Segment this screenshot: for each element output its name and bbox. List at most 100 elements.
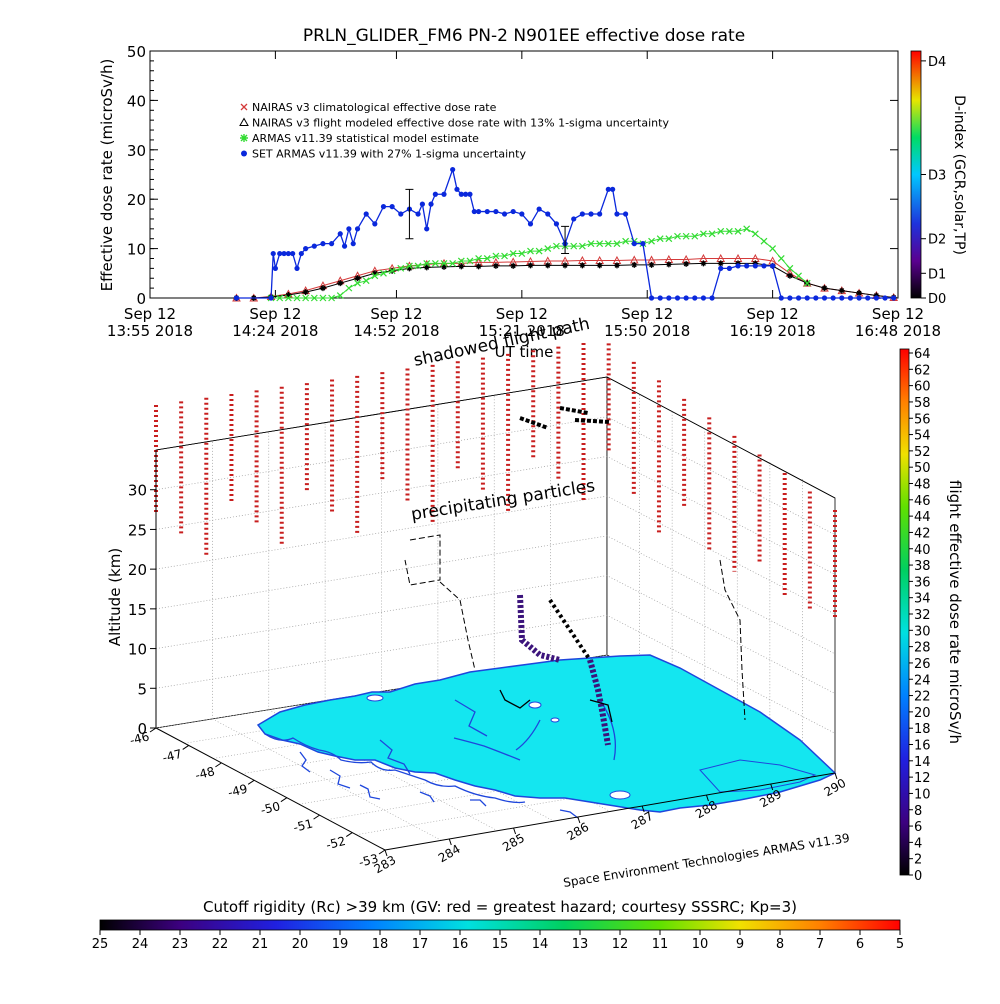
data-point	[475, 255, 483, 262]
d-index-label: D-index (GCR,solar,TP)	[951, 95, 967, 255]
data-point	[362, 277, 370, 285]
z-tick-label: 15	[128, 601, 147, 619]
data-point	[648, 295, 655, 301]
data-point	[527, 221, 534, 227]
lat-tick-label: -48	[194, 764, 216, 782]
data-point	[726, 265, 732, 271]
data-point	[700, 230, 707, 238]
series-0	[233, 166, 897, 301]
data-point	[787, 295, 793, 301]
data-point	[623, 211, 629, 217]
data-point	[562, 262, 569, 269]
data-point	[657, 295, 663, 301]
dose-tick-label: 12	[914, 771, 931, 786]
data-point	[423, 259, 431, 267]
data-point	[319, 285, 326, 292]
lon-tick	[384, 849, 388, 857]
data-point	[501, 211, 508, 217]
dose-tick-label: 46	[914, 494, 931, 509]
dose-tick-label: 38	[914, 559, 931, 574]
data-point	[397, 264, 405, 272]
data-point	[882, 295, 888, 301]
data-point	[414, 262, 422, 270]
z-tick-label: 25	[128, 521, 147, 539]
data-point	[440, 259, 448, 267]
dose-tick-label: 60	[914, 380, 931, 395]
data-point	[786, 264, 794, 272]
data-point	[475, 263, 482, 270]
data-point	[463, 191, 469, 197]
cutoff-tick-label: 12	[612, 937, 629, 952]
data-point	[294, 265, 300, 271]
dose-tick-label: 62	[914, 363, 931, 378]
data-point	[610, 186, 616, 192]
data-point	[372, 221, 378, 227]
data-point	[476, 208, 482, 215]
data-point	[571, 216, 577, 222]
legend-entry: ARMAS v11.39 statistical model estimate	[240, 132, 479, 145]
d-index-tick-label: D2	[928, 233, 946, 248]
flight-track-top	[519, 406, 611, 430]
data-point	[328, 241, 335, 247]
data-point	[341, 243, 348, 249]
coastline-islands	[299, 751, 579, 819]
data-point	[613, 262, 620, 269]
data-point	[544, 262, 551, 269]
x-tick-label-date: Sep 12	[124, 305, 176, 323]
lon-axis-line	[384, 772, 836, 851]
data-point	[501, 252, 508, 260]
altitude-gridline	[155, 654, 836, 774]
data-point	[665, 235, 673, 243]
data-point	[510, 262, 517, 269]
cutoff-rigidity-colorbar	[99, 919, 901, 931]
data-point	[423, 264, 430, 271]
data-point	[405, 262, 413, 270]
data-point	[786, 272, 793, 279]
data-point	[290, 250, 296, 257]
d-index-colorbar	[910, 50, 922, 299]
data-point	[596, 262, 603, 269]
data-point	[510, 208, 516, 215]
dose-tick-label: 8	[914, 804, 922, 819]
data-point	[674, 232, 681, 240]
data-point	[838, 287, 845, 294]
plot-frame	[149, 50, 899, 299]
legend-label: ARMAS v11.39 statistical model estimate	[252, 132, 479, 145]
x-tick-label-time: 15:21 2018	[479, 322, 565, 340]
data-point	[466, 257, 474, 265]
cutoff-tick-label: 19	[332, 937, 349, 952]
dose-tick-label: 48	[914, 478, 931, 493]
data-point	[389, 204, 395, 210]
data-point	[604, 240, 612, 248]
lat-tick-label: -49	[226, 782, 248, 800]
data-point	[769, 245, 777, 253]
legend-marker	[240, 103, 248, 111]
data-point	[406, 265, 413, 272]
data-point	[272, 265, 278, 271]
data-point	[761, 263, 767, 269]
data-point	[553, 242, 560, 250]
chart-title: PRLN_GLIDER_FM6 PN-2 N901EE effective do…	[303, 26, 745, 46]
data-point	[605, 186, 611, 192]
data-point	[847, 295, 854, 301]
lon-tick	[448, 838, 452, 846]
d-index-tick-label: D1	[928, 267, 946, 282]
legend-marker	[241, 150, 247, 157]
lon-tick	[577, 816, 581, 824]
dose-tick-label: 44	[914, 510, 931, 525]
data-point	[350, 241, 356, 247]
data-point	[891, 295, 897, 301]
data-point	[303, 246, 309, 252]
x-tick-label-date: Sep 12	[747, 305, 799, 323]
data-point	[777, 255, 785, 262]
cutoff-tick-label: 8	[776, 937, 784, 952]
lat-tick-label: -46	[128, 729, 150, 747]
data-point	[666, 295, 672, 301]
y-axis-label: Effective dose rate (microSv/h)	[98, 59, 116, 292]
dose-colorbar-ticks: 0246810121416182022242628303234363840424…	[909, 347, 931, 884]
d-index-tick-label: D3	[928, 169, 946, 184]
altitude-gridline	[155, 535, 836, 655]
land-patagonia	[256, 654, 837, 813]
dose-tick-label: 52	[914, 445, 931, 460]
data-point	[284, 294, 292, 302]
